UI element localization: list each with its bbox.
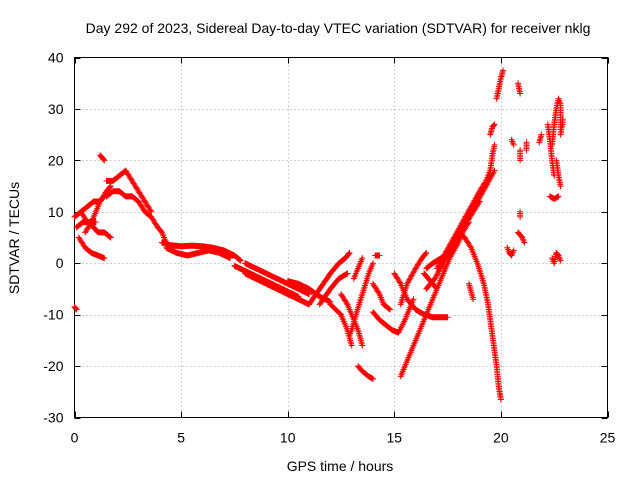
x-tick-label: 0 — [71, 430, 79, 446]
x-tick-label: 25 — [600, 430, 616, 446]
y-tick-label: 40 — [48, 50, 64, 66]
x-tick-label: 20 — [493, 430, 509, 446]
y-tick-labels: -30 -20 -10 0 10 20 30 40 — [43, 50, 63, 426]
series-tracks-15-20h — [391, 141, 504, 403]
point-markers — [487, 67, 566, 267]
axis-ticks — [74, 57, 609, 419]
y-axis-label: SDTVAR / TECUs — [6, 182, 22, 294]
y-tick-label: 0 — [56, 255, 64, 271]
y-tick-label: 20 — [48, 152, 64, 168]
x-tick-label: 15 — [387, 430, 403, 446]
chart-title: Day 292 of 2023, Sidereal Day-to-day VTE… — [86, 20, 591, 36]
point-markers — [71, 152, 170, 313]
x-tick-labels: 0 5 10 15 20 25 — [71, 430, 616, 446]
x-axis-label: GPS time / hours — [287, 458, 394, 474]
data-points — [71, 67, 566, 403]
point-markers — [158, 239, 334, 308]
series-tracks-11-15h — [306, 249, 417, 382]
plot-area-border — [74, 57, 608, 418]
x-tick-label: 10 — [280, 430, 296, 446]
point-markers — [391, 141, 504, 403]
grid — [74, 57, 608, 418]
y-tick-label: -30 — [43, 410, 63, 426]
series-tracks-4-10h — [158, 239, 334, 308]
x-tick-label: 5 — [177, 430, 185, 446]
point-markers — [306, 249, 417, 382]
series-tracks-0-5h — [71, 152, 170, 313]
y-tick-label: -20 — [43, 358, 63, 374]
y-tick-label: 30 — [48, 101, 64, 117]
y-tick-label: -10 — [43, 307, 63, 323]
series-tracks-19-23h — [487, 67, 566, 267]
y-tick-label: 10 — [48, 204, 64, 220]
